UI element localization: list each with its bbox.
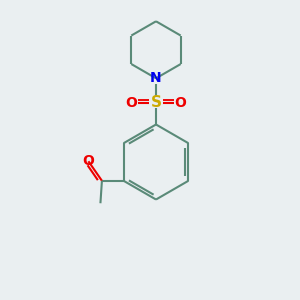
Text: N: N	[150, 71, 162, 85]
Text: O: O	[125, 96, 137, 110]
Text: S: S	[151, 95, 161, 110]
Text: O: O	[175, 96, 187, 110]
Text: O: O	[82, 154, 94, 168]
